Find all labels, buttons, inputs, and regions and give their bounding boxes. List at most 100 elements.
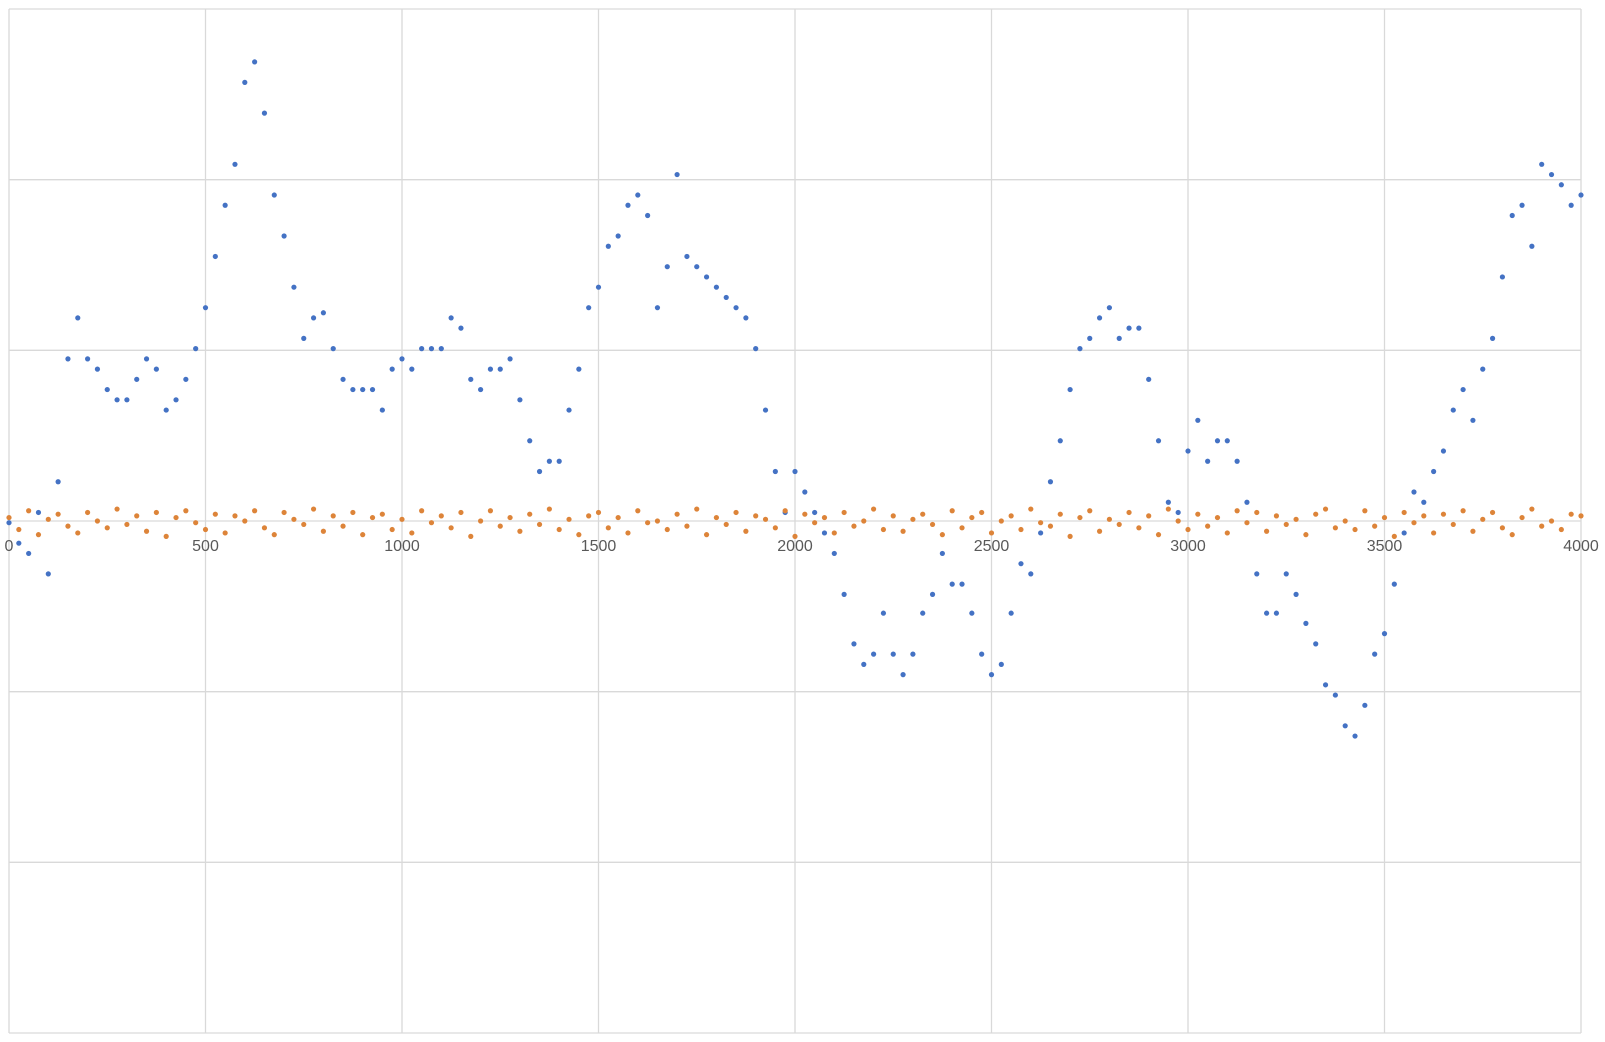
data-point bbox=[1548, 171, 1555, 178]
data-point bbox=[232, 161, 238, 167]
data-point bbox=[104, 525, 110, 531]
data-point bbox=[703, 274, 710, 280]
data-point bbox=[35, 532, 42, 538]
data-point bbox=[173, 514, 179, 521]
data-point bbox=[1558, 526, 1564, 533]
data-point bbox=[468, 376, 474, 382]
data-point bbox=[1578, 513, 1584, 519]
data-point bbox=[75, 315, 81, 321]
data-point bbox=[428, 520, 435, 526]
data-point bbox=[674, 511, 680, 517]
data-point bbox=[1381, 514, 1388, 521]
data-point bbox=[861, 518, 867, 524]
data-point bbox=[949, 508, 955, 514]
data-point bbox=[1047, 479, 1054, 485]
data-point bbox=[920, 511, 926, 517]
data-point bbox=[1509, 212, 1515, 219]
data-point bbox=[1519, 202, 1525, 208]
data-point bbox=[1067, 386, 1073, 393]
data-point bbox=[1440, 511, 1447, 517]
data-point bbox=[114, 397, 120, 403]
data-point bbox=[1175, 509, 1181, 516]
data-point bbox=[1195, 511, 1201, 517]
data-point bbox=[1431, 530, 1437, 536]
data-point bbox=[1499, 525, 1505, 531]
data-point bbox=[183, 376, 189, 382]
data-point bbox=[772, 525, 778, 531]
data-point bbox=[448, 525, 454, 531]
data-point bbox=[1539, 161, 1545, 167]
data-point bbox=[929, 521, 936, 528]
data-point bbox=[163, 407, 169, 413]
data-point bbox=[26, 550, 32, 557]
data-point bbox=[193, 520, 199, 526]
data-point bbox=[1136, 525, 1142, 531]
data-point bbox=[310, 506, 317, 512]
data-point bbox=[301, 521, 307, 528]
data-point bbox=[979, 509, 985, 516]
data-point bbox=[517, 528, 523, 534]
data-point bbox=[242, 518, 248, 524]
data-point bbox=[969, 610, 975, 616]
data-point bbox=[65, 523, 71, 529]
data-point bbox=[45, 571, 51, 577]
data-point bbox=[1332, 525, 1338, 531]
data-point bbox=[261, 525, 268, 531]
data-point bbox=[212, 253, 218, 260]
data-point bbox=[1214, 514, 1221, 521]
data-point bbox=[212, 511, 218, 517]
data-point bbox=[1106, 305, 1112, 311]
data-point bbox=[428, 346, 435, 352]
data-point bbox=[65, 356, 71, 362]
data-point bbox=[645, 212, 651, 219]
data-point bbox=[124, 397, 130, 403]
data-point bbox=[271, 192, 277, 198]
data-point bbox=[1057, 438, 1063, 444]
data-point bbox=[1548, 518, 1555, 524]
data-point bbox=[379, 407, 385, 413]
data-point bbox=[1047, 523, 1054, 529]
data-point bbox=[802, 511, 808, 517]
data-point bbox=[664, 526, 670, 533]
data-point bbox=[1273, 513, 1280, 519]
data-point bbox=[134, 376, 140, 382]
data-point bbox=[988, 530, 995, 536]
data-point bbox=[1155, 438, 1162, 444]
data-point bbox=[772, 468, 778, 475]
data-point bbox=[16, 526, 22, 533]
data-point bbox=[94, 366, 101, 372]
data-point bbox=[310, 315, 317, 321]
data-point bbox=[792, 533, 798, 539]
data-point bbox=[252, 508, 258, 514]
data-point bbox=[232, 513, 238, 519]
data-point bbox=[959, 525, 965, 531]
data-point bbox=[497, 366, 503, 372]
data-point bbox=[1146, 376, 1152, 382]
data-point bbox=[595, 509, 602, 516]
data-point bbox=[202, 526, 209, 533]
data-point bbox=[1303, 620, 1309, 627]
data-point bbox=[713, 284, 720, 290]
data-point bbox=[723, 294, 729, 301]
data-point bbox=[939, 550, 945, 557]
data-point bbox=[802, 489, 808, 495]
data-point bbox=[1372, 651, 1378, 657]
data-point bbox=[487, 508, 494, 514]
data-point bbox=[1372, 523, 1378, 529]
data-point bbox=[1362, 702, 1368, 708]
data-point bbox=[1440, 448, 1447, 454]
data-point bbox=[782, 508, 788, 514]
data-point bbox=[861, 661, 867, 667]
data-point bbox=[143, 528, 150, 534]
x-tick-label: 1000 bbox=[384, 538, 420, 555]
data-point bbox=[507, 514, 513, 521]
data-point bbox=[1480, 516, 1486, 522]
data-point bbox=[419, 508, 425, 514]
data-point bbox=[291, 516, 297, 522]
data-point bbox=[566, 516, 572, 522]
data-point bbox=[94, 518, 101, 524]
data-point bbox=[75, 530, 81, 536]
data-point bbox=[399, 516, 405, 522]
data-point bbox=[1322, 506, 1329, 512]
